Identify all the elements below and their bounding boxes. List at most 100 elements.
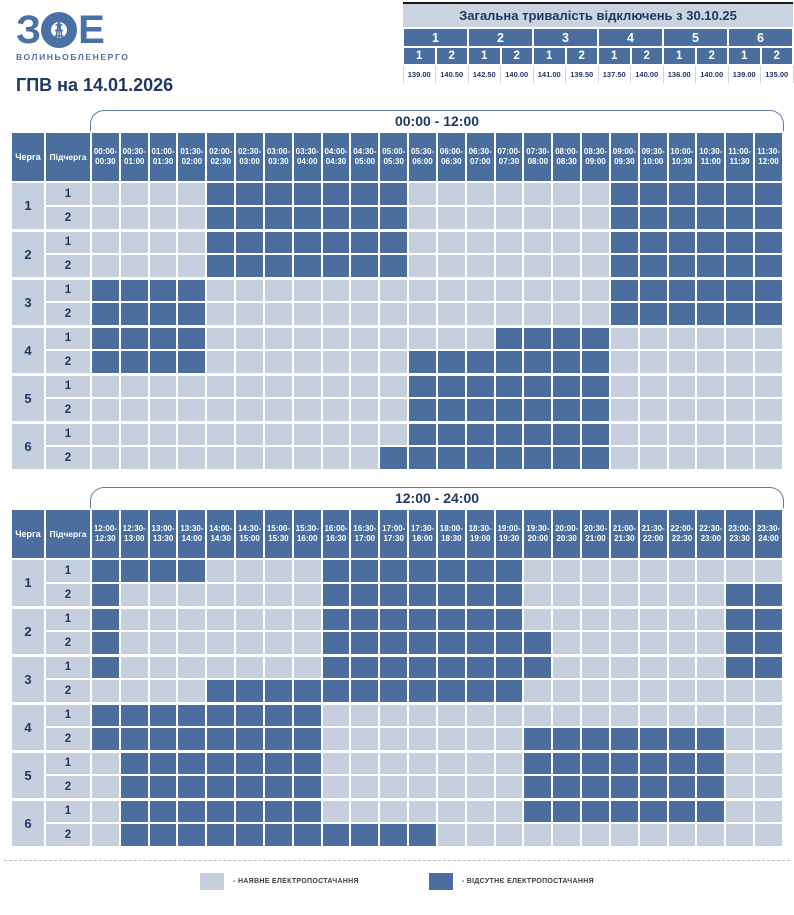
schedule-cell bbox=[666, 276, 698, 303]
schedule-cell bbox=[176, 372, 208, 399]
schedule-cell bbox=[551, 349, 583, 375]
schedule-cell bbox=[608, 253, 640, 279]
company-logo: З Е bbox=[16, 10, 173, 50]
schedule-cell bbox=[753, 420, 784, 447]
schedule-cell bbox=[435, 228, 467, 255]
schedule-cell bbox=[695, 630, 727, 656]
subqueue-number-cell: 2 bbox=[44, 253, 92, 279]
schedule-cell bbox=[407, 349, 438, 375]
time-slot-header: 03:30- 04:00 bbox=[291, 131, 323, 183]
schedule-cell bbox=[695, 181, 727, 207]
schedule-cell bbox=[522, 653, 554, 680]
schedule-cell bbox=[753, 181, 784, 207]
time-slot-header: 17:30- 18:00 bbox=[407, 508, 438, 560]
schedule-cell bbox=[234, 181, 265, 207]
schedule-cell bbox=[666, 774, 698, 800]
schedule-cell bbox=[522, 228, 554, 255]
schedule-cell bbox=[349, 726, 381, 752]
schedule-cell bbox=[435, 630, 467, 656]
time-slot-header: 02:00- 02:30 bbox=[205, 131, 237, 183]
schedule-cell bbox=[753, 701, 784, 728]
schedule-cell bbox=[435, 445, 467, 471]
schedule-cell bbox=[435, 558, 467, 584]
schedule-cell bbox=[320, 749, 352, 776]
time-range-bracket: 12:00 - 24:00 bbox=[90, 487, 784, 508]
schedule-cell bbox=[291, 445, 323, 471]
schedule-cell bbox=[666, 701, 698, 728]
time-slot-header: 19:00- 19:30 bbox=[493, 508, 525, 560]
schedule-cell bbox=[407, 276, 438, 303]
schedule-cell bbox=[753, 653, 784, 680]
subqueue-number-cell: 1 bbox=[44, 228, 92, 255]
schedule-cell bbox=[724, 228, 756, 255]
schedule-cell bbox=[176, 445, 208, 471]
schedule-cell bbox=[464, 678, 496, 704]
schedule-cell bbox=[407, 301, 438, 327]
schedule-cell bbox=[176, 726, 208, 752]
schedule-cell bbox=[262, 228, 294, 255]
schedule-cell bbox=[608, 205, 640, 231]
schedule-cell bbox=[205, 397, 237, 423]
schedule-cell bbox=[522, 678, 554, 704]
schedule-cell bbox=[176, 228, 208, 255]
schedule-cell bbox=[90, 774, 121, 800]
schedule-cell bbox=[724, 797, 756, 824]
schedule-cell bbox=[608, 630, 640, 656]
time-slot-header: 06:00- 06:30 bbox=[435, 131, 467, 183]
schedule-cell bbox=[493, 349, 525, 375]
schedule-cell bbox=[262, 797, 294, 824]
schedule-cell bbox=[378, 653, 410, 680]
schedule-cell bbox=[608, 372, 640, 399]
schedule-cell bbox=[435, 678, 467, 704]
schedule-cell bbox=[493, 276, 525, 303]
schedule-cell bbox=[637, 324, 669, 351]
schedule-cell bbox=[493, 822, 525, 848]
schedule-cell bbox=[320, 701, 352, 728]
schedule-cell bbox=[493, 630, 525, 656]
logo-letter-o bbox=[41, 12, 78, 48]
schedule-row: 2 bbox=[11, 582, 784, 608]
schedule-cell bbox=[522, 276, 554, 303]
time-slot-header: 07:30- 08:00 bbox=[522, 131, 554, 183]
schedule-cell bbox=[176, 558, 208, 584]
schedule-cell bbox=[753, 605, 784, 632]
schedule-cell bbox=[551, 726, 583, 752]
schedule-cell bbox=[378, 324, 410, 351]
schedule-cell bbox=[753, 301, 784, 327]
schedule-cell bbox=[637, 558, 669, 584]
schedule-cell bbox=[724, 726, 756, 752]
legend-label-absent: - ВІДСУТНЄ ЕЛЕКТРОПОСТАЧАННЯ bbox=[461, 878, 594, 885]
schedule-cell bbox=[291, 822, 323, 848]
schedule-cell bbox=[234, 822, 265, 848]
schedule-cell bbox=[435, 749, 467, 776]
schedule-cell bbox=[90, 397, 121, 423]
schedule-cell bbox=[90, 349, 121, 375]
schedule-cell bbox=[493, 797, 525, 824]
queue-number-cell: 5 bbox=[10, 372, 46, 423]
schedule-cell bbox=[349, 349, 381, 375]
queue-number-cell: 3 bbox=[10, 653, 46, 704]
schedule-cell bbox=[176, 701, 208, 728]
schedule-cell bbox=[291, 276, 323, 303]
schedule-cell bbox=[147, 749, 179, 776]
schedule-cell bbox=[407, 774, 438, 800]
schedule-cell bbox=[695, 701, 727, 728]
schedule-cell bbox=[580, 228, 611, 255]
schedule-cell bbox=[90, 558, 121, 584]
time-slot-header: 09:00- 09:30 bbox=[608, 131, 640, 183]
schedule-section-morning: 00:00 - 12:00 Черга Підчерга 00:00- 00:30 00… bbox=[10, 110, 784, 471]
schedule-cell bbox=[378, 445, 410, 471]
schedule-cell bbox=[234, 324, 265, 351]
company-brand: З Е ВОЛИНЬОБЛЕНЕРГО ГПВ на 14.01.2026 bbox=[16, 0, 173, 96]
time-slot-header: 04:30- 05:00 bbox=[349, 131, 381, 183]
schedule-cell bbox=[637, 228, 669, 255]
schedule-cell bbox=[90, 630, 121, 656]
schedule-cell bbox=[234, 558, 265, 584]
schedule-cell bbox=[90, 797, 121, 824]
schedule-cell bbox=[349, 822, 381, 848]
schedule-cell bbox=[695, 301, 727, 327]
schedule-cell bbox=[90, 749, 121, 776]
